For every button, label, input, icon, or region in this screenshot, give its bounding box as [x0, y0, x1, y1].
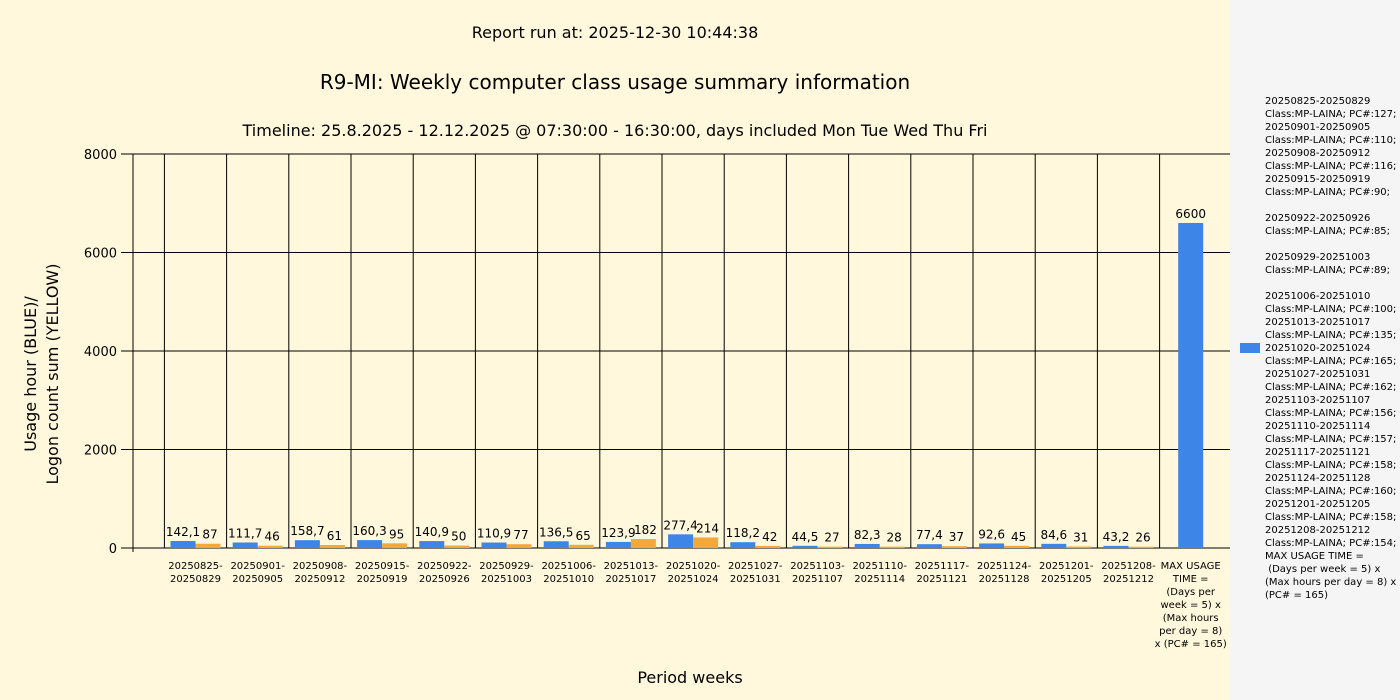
logon-count-bar — [382, 543, 408, 548]
usage-hour-bar — [916, 544, 942, 548]
x-tick-label: 20251103-20251107 — [790, 561, 845, 585]
chart-area — [0, 0, 1230, 700]
legend-swatch — [1240, 343, 1260, 353]
logon-count-label: 28 — [887, 531, 902, 545]
usage-hour-bar — [170, 541, 196, 548]
logon-count-label: 46 — [265, 530, 280, 544]
x-tick-label: MAX USAGE TIME = (Days per week = 5) x (Max … — [1155, 561, 1227, 650]
legend-text: 20250825-20250829 Class:MP-LAINA; PC#:12… — [1265, 96, 1397, 601]
y-tick-label: 4000 — [84, 345, 117, 360]
logon-count-bar — [1128, 546, 1154, 548]
chart-title: R9-MI: Weekly computer class usage summa… — [319, 70, 911, 94]
usage-hour-label: 111,7 — [228, 526, 262, 540]
usage-hour-bar — [1178, 222, 1204, 548]
usage-hour-label: 123,9 — [601, 526, 635, 540]
x-tick-label: 20251013-20251017 — [604, 561, 659, 585]
logon-count-label: 45 — [1011, 530, 1026, 544]
usage-hour-bar — [543, 541, 569, 548]
logon-count-label: 31 — [1073, 530, 1088, 544]
logon-count-bar — [879, 546, 905, 548]
logon-count-bar — [506, 544, 532, 548]
usage-hour-bar — [1041, 543, 1067, 548]
logon-count-bar — [941, 546, 967, 548]
bar-chart-plot: 0 2000 4000 6000 8000 142,1 111,7 158,7 160,3 140… — [84, 148, 1230, 650]
logon-count-bar — [1066, 546, 1092, 548]
logon-count-label: 182 — [634, 523, 657, 537]
usage-hour-label: 44,5 — [792, 530, 819, 544]
logon-count-bar — [693, 537, 719, 548]
usage-hour-label: 77,4 — [916, 528, 943, 542]
logon-count-label: 61 — [327, 529, 342, 543]
logon-count-label: 26 — [1135, 531, 1150, 545]
usage-hour-label: 110,9 — [477, 527, 511, 541]
x-tick-label: 20250908-20250912 — [293, 561, 348, 585]
usage-hour-bar — [481, 542, 507, 548]
y-tick-label: 8000 — [84, 148, 117, 163]
logon-count-label: 27 — [824, 531, 839, 545]
usage-hour-label: 160,3 — [352, 524, 386, 538]
logon-count-label: 214 — [696, 521, 719, 535]
usage-hour-bar — [730, 542, 756, 548]
x-tick-label: 20251027-20251031 — [728, 561, 783, 585]
logon-count-bar — [568, 544, 594, 548]
usage-hour-label: 142,1 — [166, 525, 200, 539]
usage-hour-bar — [979, 543, 1005, 548]
x-axis-label: Period weeks — [637, 668, 743, 687]
usage-hour-label: 140,9 — [415, 525, 449, 539]
usage-hour-label: 82,3 — [854, 528, 881, 542]
usage-hour-bar — [357, 540, 383, 548]
usage-hour-label: 43,2 — [1103, 530, 1130, 544]
usage-hour-bar — [854, 543, 880, 548]
logon-count-label: 37 — [949, 530, 964, 544]
logon-count-label: 95 — [389, 527, 404, 541]
usage-hour-bar — [1103, 545, 1129, 548]
usage-hour-bar — [294, 540, 320, 548]
timeline-subtitle: Timeline: 25.8.2025 - 12.12.2025 @ 07:30… — [242, 121, 988, 140]
usage-hour-label: 158,7 — [290, 524, 324, 538]
y-tick-label: 2000 — [84, 444, 117, 459]
report-run-timestamp: Report run at: 2025-12-30 10:44:38 — [471, 23, 759, 42]
x-tick-label: 20251201-20251205 — [1039, 561, 1094, 585]
y-tick-label: 6000 — [84, 247, 117, 262]
usage-hour-bar — [232, 542, 258, 548]
usage-hour-label: 92,6 — [978, 527, 1005, 541]
usage-hour-label: 136,5 — [539, 525, 573, 539]
logon-count-label: 77 — [513, 528, 528, 542]
x-tick-label: 20251117-20251121 — [915, 561, 970, 585]
logon-count-bar — [319, 544, 345, 548]
logon-count-label: 87 — [202, 528, 217, 542]
x-tick-label: 20251020-20251024 — [666, 561, 721, 585]
logon-count-label: 65 — [576, 529, 591, 543]
x-tick-label: 20251110-20251114 — [852, 561, 907, 585]
x-tick-label: 20250825-20250829 — [168, 561, 223, 585]
x-tick-label: 20251124-20251128 — [977, 561, 1032, 585]
usage-hour-bar — [605, 541, 631, 548]
x-tick-label: 20250929-20251003 — [479, 561, 534, 585]
x-tick-label: 20250922-20250926 — [417, 561, 472, 585]
logon-count-bar — [630, 539, 656, 548]
logon-count-bar — [1004, 545, 1030, 548]
usage-hour-bar — [792, 545, 818, 548]
logon-count-bar — [195, 543, 221, 548]
usage-hour-label: 277,4 — [663, 518, 697, 532]
usage-hour-label: 6600 — [1175, 207, 1206, 221]
logon-count-bar — [257, 545, 283, 548]
usage-hour-bar — [668, 534, 694, 548]
x-tick-label: 20250915-20250919 — [355, 561, 410, 585]
logon-count-bar — [817, 546, 843, 548]
logon-count-bar — [444, 545, 470, 548]
y-tick-label: 0 — [109, 542, 117, 557]
logon-count-bar — [755, 545, 781, 548]
usage-hour-bar — [419, 541, 445, 548]
logon-count-label: 42 — [762, 530, 777, 544]
x-tick-label: 20251006-20251010 — [541, 561, 596, 585]
usage-hour-label: 84,6 — [1040, 528, 1067, 542]
logon-count-label: 50 — [451, 530, 466, 544]
usage-hour-label: 118,2 — [726, 526, 760, 540]
x-tick-label: 20250901-20250905 — [230, 561, 285, 585]
x-tick-label: 20251208-20251212 — [1101, 561, 1156, 585]
